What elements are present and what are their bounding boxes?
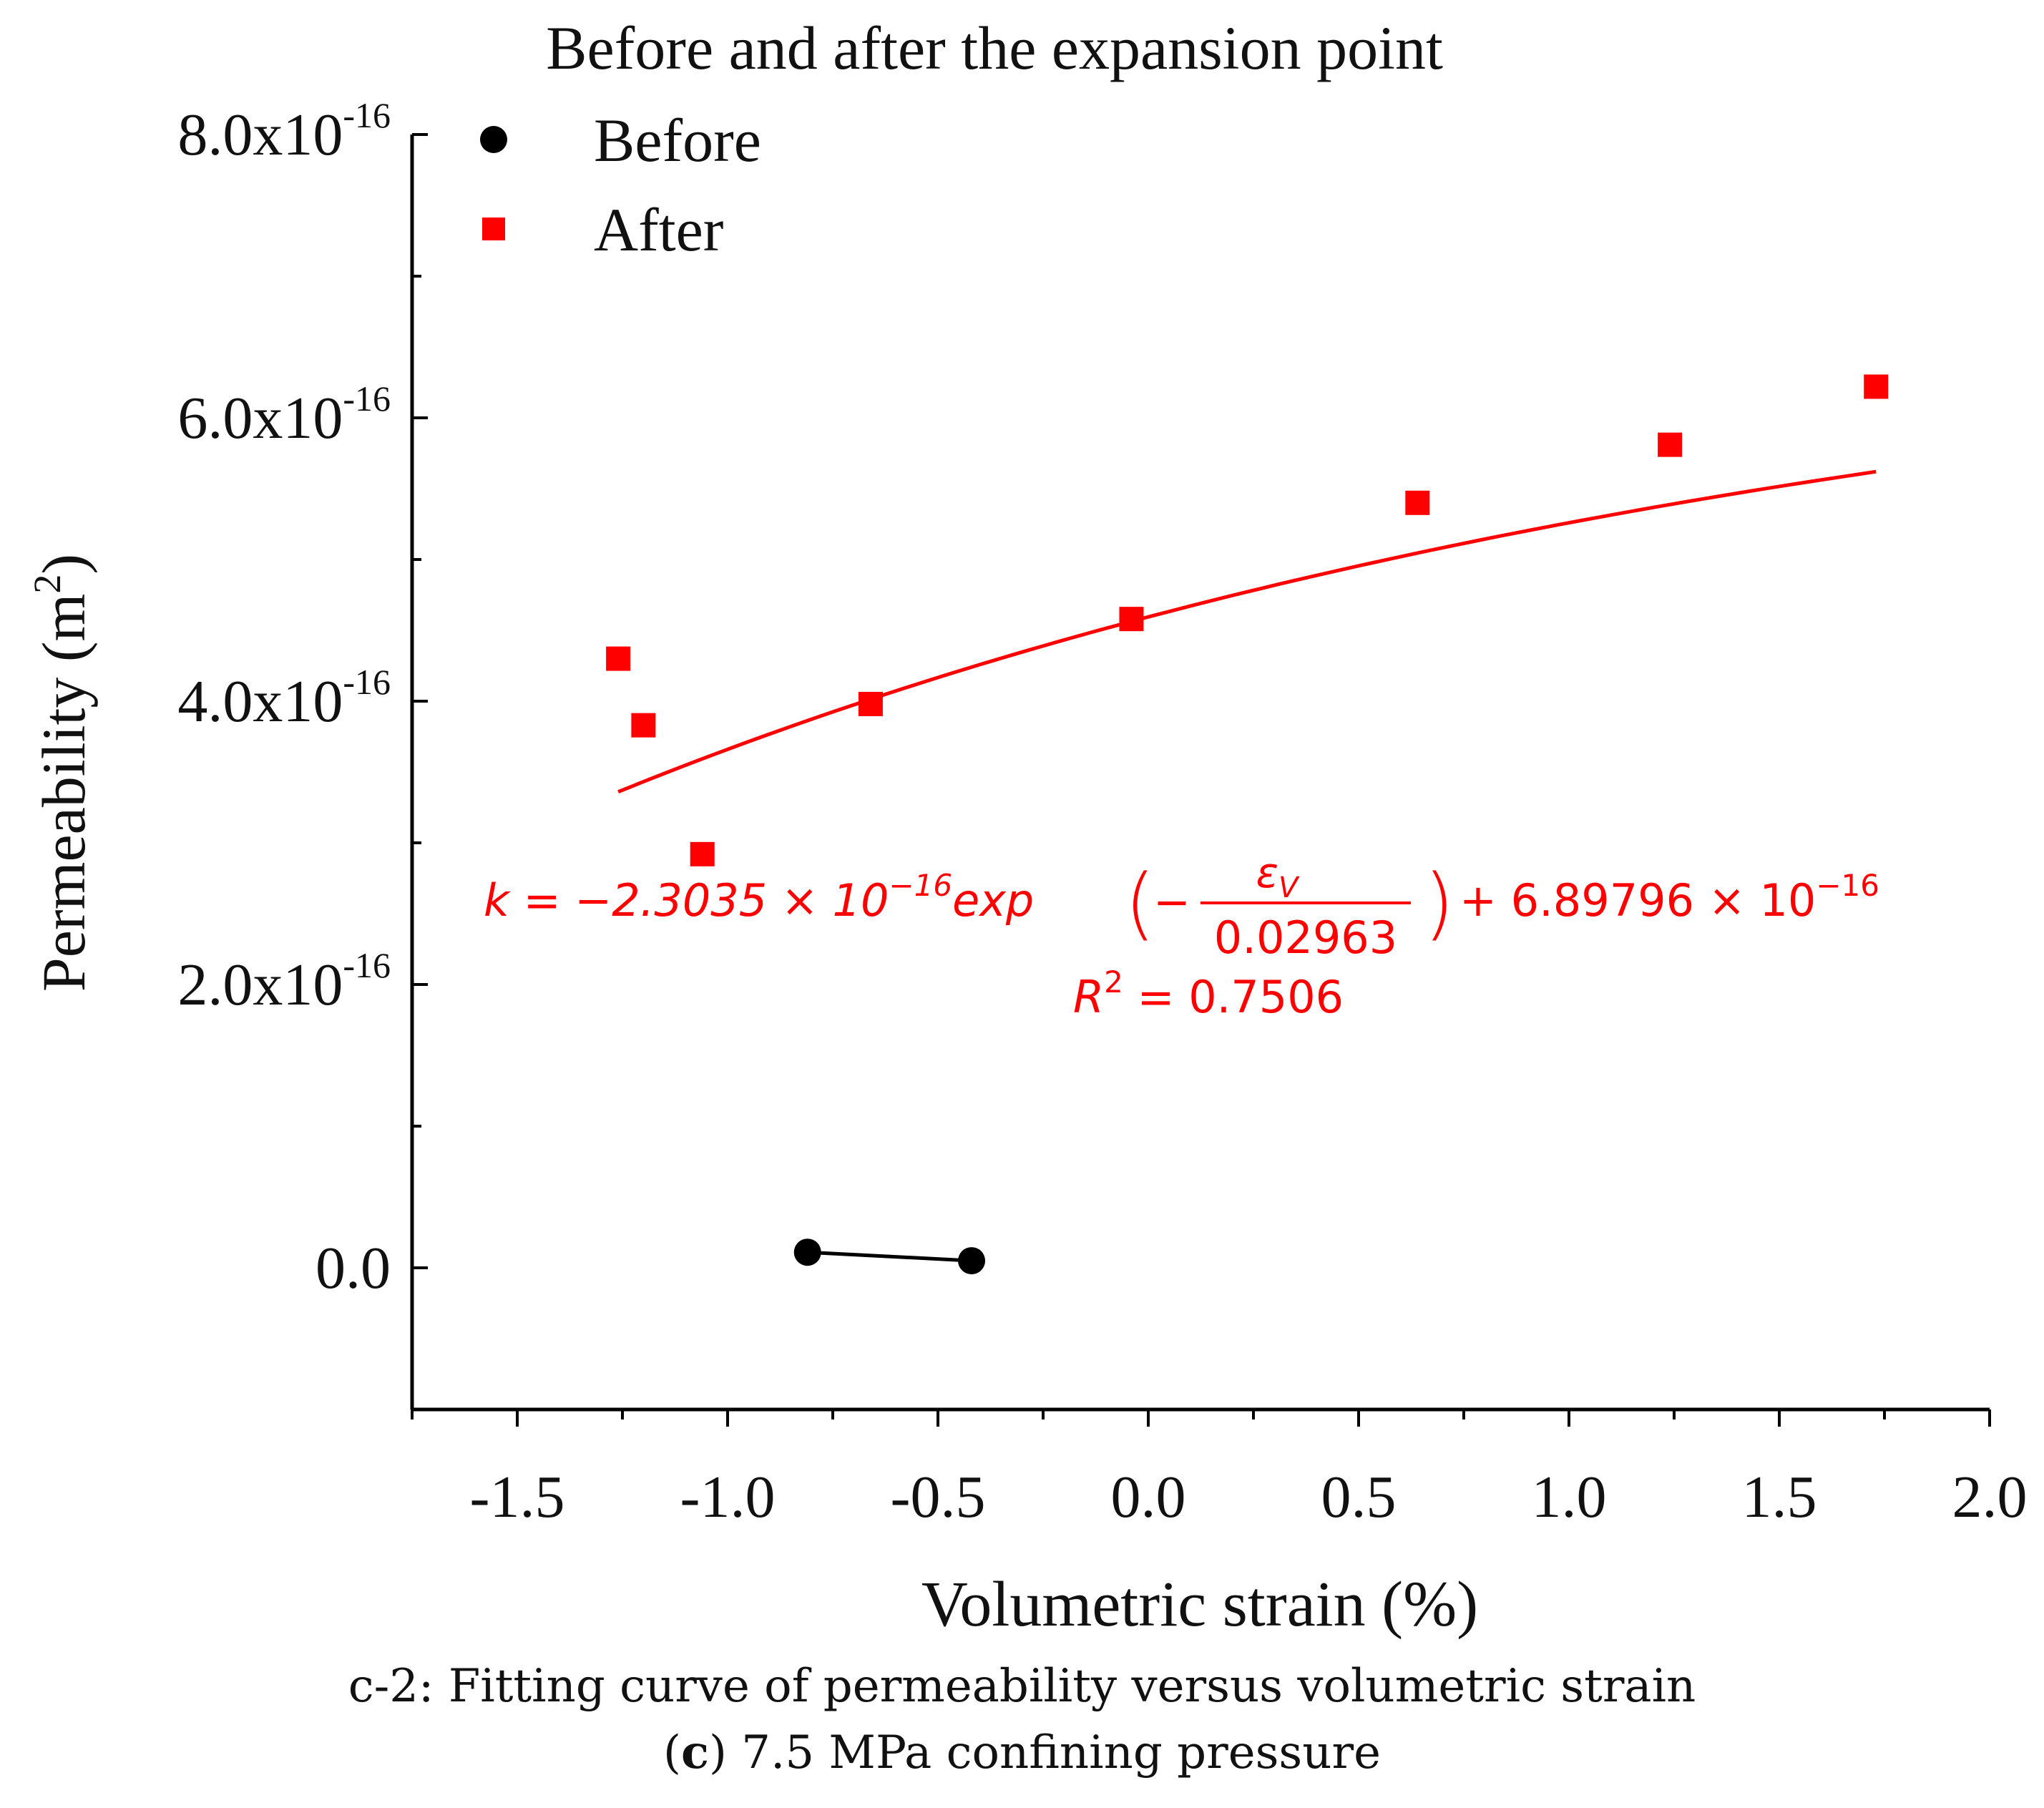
x-tick-label: -0.5 (891, 1464, 986, 1530)
x-tick-label: 2.0 (1952, 1464, 2028, 1530)
subcaption-letter: c (681, 1726, 709, 1779)
after-series (606, 374, 1889, 866)
fit-curve (617, 469, 1877, 794)
fit-equation: k = −2.3035 × 10−16exp ( − εV 0.02963 ) … (484, 849, 1879, 1023)
x-tick-label: -1.5 (470, 1464, 565, 1530)
after-point (606, 646, 631, 671)
y-axis-label-close: ) (29, 554, 98, 575)
x-tick-label: -1.0 (680, 1464, 776, 1530)
y-axis-label: Permeability (m2) (26, 554, 98, 992)
after-point (1119, 607, 1144, 632)
y-tick-label: 4.0x10-16 (177, 662, 391, 735)
eq-minus: − (1153, 876, 1190, 928)
fit-equation-right: + 6.89796 × 10−16 (1459, 868, 1879, 927)
r2-symbol: R (1073, 971, 1104, 1023)
y-tick-label: 6.0x10-16 (177, 378, 391, 451)
y-axis-label-sup: 2 (26, 575, 69, 594)
eq-exp2: −16 (1816, 868, 1879, 903)
after-point (631, 713, 656, 738)
legend-before-label: Before (594, 106, 761, 175)
figure-subcaption: (c) 7.5 MPa confining pressure (0, 1726, 2044, 1779)
legend-after-label: After (594, 195, 723, 264)
chart: Before and after the expansion point 0.0… (26, 14, 2028, 1640)
y-tick-label-exponent: -16 (343, 662, 391, 702)
eq-open-paren: ( (1125, 857, 1155, 949)
eq-epsilon-sub: V (1278, 871, 1300, 904)
legend-before-marker (480, 126, 507, 153)
subcaption-text: 7.5 MPa confining pressure (726, 1726, 1381, 1779)
eq-epsilon: ε (1256, 849, 1278, 897)
after-point (858, 691, 883, 716)
y-tick-label-base: 6.0x10 (177, 385, 343, 451)
y-tick-label-exponent: -16 (343, 95, 391, 135)
x-ticks: -1.5 -1.0 -0.5 0.0 0.5 1.0 1.5 2.0 (411, 1409, 2028, 1530)
eq-exp1: −16 (889, 868, 952, 903)
eq-denominator: 0.02963 (1214, 912, 1397, 964)
y-tick-label-base: 4.0x10 (177, 668, 343, 735)
before-series (793, 1238, 986, 1275)
subcaption-close: ) (708, 1726, 727, 1779)
eq-lhs: k = −2.3035 × 10 (484, 874, 889, 927)
x-tick-label: 0.0 (1111, 1464, 1186, 1530)
x-tick-label: 1.5 (1742, 1464, 1817, 1530)
after-point (1405, 490, 1430, 515)
legend-after-marker (482, 218, 505, 240)
after-point (1658, 432, 1683, 457)
before-line (807, 1250, 972, 1263)
before-point (793, 1238, 821, 1266)
x-axis-label: Volumetric strain (%) (921, 1569, 1478, 1640)
y-tick-label-exponent: -16 (343, 945, 391, 985)
y-ticks: 0.02.0x10-164.0x10-166.0x10-168.0x10-16 (177, 95, 428, 1301)
x-tick-label: 0.5 (1321, 1464, 1397, 1530)
y-tick-label: 2.0x10-16 (177, 945, 391, 1018)
legend: Before After (480, 106, 761, 264)
r-squared: R2 = 0.7506 (1073, 964, 1344, 1023)
after-point (1864, 374, 1889, 399)
subcaption-open: ( (663, 1726, 682, 1779)
r2-sup: 2 (1104, 964, 1123, 1000)
eq-exp-word: exp (952, 874, 1034, 927)
eq-close-paren: ) (1424, 857, 1454, 949)
x-tick-label: 1.0 (1532, 1464, 1607, 1530)
y-tick-label: 0.0 (316, 1235, 391, 1301)
before-point (958, 1247, 986, 1275)
y-tick-label-base: 2.0x10 (177, 952, 343, 1018)
y-tick-label: 8.0x10-16 (177, 95, 391, 168)
after-point (690, 841, 715, 866)
y-axis-label-main: Permeability (m (29, 594, 98, 992)
chart-title: Before and after the expansion point (546, 14, 1443, 82)
figure-caption: c-2: Fitting curve of permeability versu… (348, 1660, 1696, 1713)
eq-numerator: εV (1256, 849, 1300, 904)
r2-value: = 0.7506 (1123, 971, 1344, 1023)
y-tick-label-base: 8.0x10 (177, 102, 343, 168)
eq-plus: + 6.89796 × 10 (1459, 874, 1816, 927)
y-tick-label-exponent: -16 (343, 378, 391, 419)
fit-equation-left: k = −2.3035 × 10−16exp (484, 868, 1034, 927)
y-tick-label-base: 0.0 (316, 1235, 391, 1301)
